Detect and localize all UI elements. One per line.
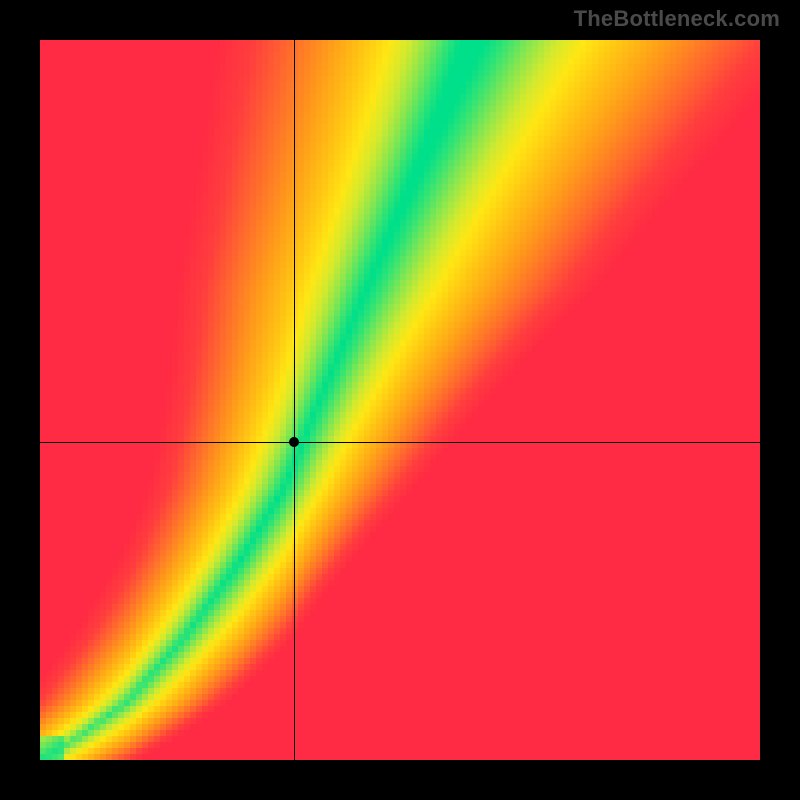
watermark-text: TheBottleneck.com — [574, 6, 780, 32]
crosshair-marker — [289, 437, 299, 447]
crosshair-vertical — [294, 40, 295, 760]
plot-area — [40, 40, 760, 760]
crosshair-horizontal — [40, 442, 760, 443]
heatmap-canvas — [40, 40, 760, 760]
